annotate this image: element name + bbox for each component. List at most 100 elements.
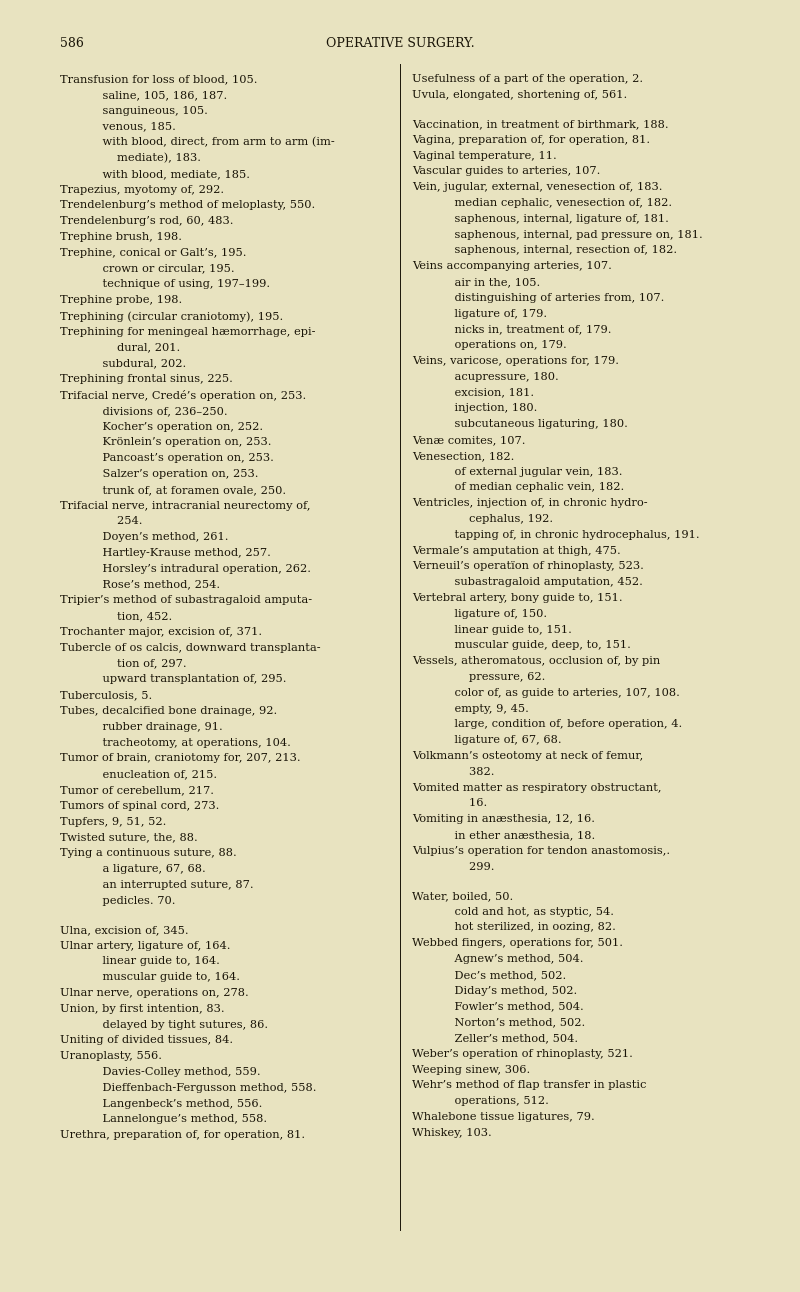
Text: Salzer’s operation on, 253.: Salzer’s operation on, 253. <box>88 469 258 479</box>
Text: pressure, 62.: pressure, 62. <box>440 672 546 682</box>
Text: operations on, 179.: operations on, 179. <box>440 340 566 350</box>
Text: Pancoast’s operation on, 253.: Pancoast’s operation on, 253. <box>88 453 274 464</box>
Text: Venæ comites, 107.: Venæ comites, 107. <box>412 435 526 444</box>
Text: Trephine, conical or Galt’s, 195.: Trephine, conical or Galt’s, 195. <box>60 248 246 258</box>
Text: Webbed fingers, operations for, 501.: Webbed fingers, operations for, 501. <box>412 938 623 948</box>
Text: Dec’s method, 502.: Dec’s method, 502. <box>440 970 566 979</box>
Text: Trapezius, myotomy of, 292.: Trapezius, myotomy of, 292. <box>60 185 224 195</box>
Text: Ulnar artery, ligature of, 164.: Ulnar artery, ligature of, 164. <box>60 941 230 951</box>
Text: Verneuil’s operatïon of rhinoplasty, 523.: Verneuil’s operatïon of rhinoplasty, 523… <box>412 562 644 571</box>
Text: Vomited matter as respiratory obstructant,: Vomited matter as respiratory obstructan… <box>412 783 662 792</box>
Text: nicks in, treatment of, 179.: nicks in, treatment of, 179. <box>440 324 611 335</box>
Text: Vessels, atheromatous, occlusion of, by pin: Vessels, atheromatous, occlusion of, by … <box>412 656 660 667</box>
Text: Tumor of cerebellum, 217.: Tumor of cerebellum, 217. <box>60 786 214 795</box>
Text: Vaginal temperature, 11.: Vaginal temperature, 11. <box>412 151 557 160</box>
Text: Whiskey, 103.: Whiskey, 103. <box>412 1128 492 1138</box>
Text: Horsley’s intradural operation, 262.: Horsley’s intradural operation, 262. <box>88 563 311 574</box>
Text: Hartley-Krause method, 257.: Hartley-Krause method, 257. <box>88 548 271 558</box>
Text: acupressure, 180.: acupressure, 180. <box>440 372 558 382</box>
Text: Weeping sinew, 306.: Weeping sinew, 306. <box>412 1065 530 1075</box>
Text: tracheotomy, at operations, 104.: tracheotomy, at operations, 104. <box>88 738 291 748</box>
Text: Agnew’s method, 504.: Agnew’s method, 504. <box>440 953 583 964</box>
Text: Trephining (circular craniotomy), 195.: Trephining (circular craniotomy), 195. <box>60 311 283 322</box>
Text: Vaccination, in treatment of birthmark, 188.: Vaccination, in treatment of birthmark, … <box>412 119 669 129</box>
Text: pedicles. 70.: pedicles. 70. <box>88 895 175 906</box>
Text: Tubercle of os calcis, downward transplanta-: Tubercle of os calcis, downward transpla… <box>60 643 321 652</box>
Text: Tuberculosis, 5.: Tuberculosis, 5. <box>60 690 152 700</box>
Text: sanguineous, 105.: sanguineous, 105. <box>88 106 208 115</box>
Text: Tumors of spinal cord, 273.: Tumors of spinal cord, 273. <box>60 801 219 811</box>
Text: Water, boiled, 50.: Water, boiled, 50. <box>412 891 514 901</box>
Text: injection, 180.: injection, 180. <box>440 403 538 413</box>
Text: Zeller’s method, 504.: Zeller’s method, 504. <box>440 1034 578 1043</box>
Text: Whalebone tissue ligatures, 79.: Whalebone tissue ligatures, 79. <box>412 1112 594 1121</box>
Text: Tumor of brain, craniotomy for, 207, 213.: Tumor of brain, craniotomy for, 207, 213… <box>60 753 301 764</box>
Text: Vulpius’s operation for tendon anastomosis,.: Vulpius’s operation for tendon anastomos… <box>412 846 670 855</box>
Text: Trendelenburg’s rod, 60, 483.: Trendelenburg’s rod, 60, 483. <box>60 216 234 226</box>
Text: Fowler’s method, 504.: Fowler’s method, 504. <box>440 1001 584 1012</box>
Text: Norton’s method, 502.: Norton’s method, 502. <box>440 1017 586 1027</box>
Text: ligature of, 179.: ligature of, 179. <box>440 309 547 319</box>
Text: upward transplantation of, 295.: upward transplantation of, 295. <box>88 674 286 685</box>
Text: Vermale’s amputation at thigh, 475.: Vermale’s amputation at thigh, 475. <box>412 545 621 556</box>
Text: distinguishing of arteries from, 107.: distinguishing of arteries from, 107. <box>440 293 664 302</box>
Text: Vagina, preparation of, for operation, 81.: Vagina, preparation of, for operation, 8… <box>412 134 650 145</box>
Text: technique of using, 197–199.: technique of using, 197–199. <box>88 279 270 289</box>
Text: venous, 185.: venous, 185. <box>88 121 176 132</box>
Text: tapping of, in chronic hydrocephalus, 191.: tapping of, in chronic hydrocephalus, 19… <box>440 530 700 540</box>
Text: subastragaloid amputation, 452.: subastragaloid amputation, 452. <box>440 578 643 588</box>
Text: large, condition of, before operation, 4.: large, condition of, before operation, 4… <box>440 720 682 730</box>
Text: enucleation of, 215.: enucleation of, 215. <box>88 769 217 779</box>
Text: 382.: 382. <box>440 767 494 776</box>
Text: mediate), 183.: mediate), 183. <box>88 152 201 163</box>
Text: Venesection, 182.: Venesection, 182. <box>412 451 514 461</box>
Text: tion of, 297.: tion of, 297. <box>88 659 186 668</box>
Text: Rose’s method, 254.: Rose’s method, 254. <box>88 580 220 589</box>
Text: rubber drainage, 91.: rubber drainage, 91. <box>88 722 222 731</box>
Text: Vascular guides to arteries, 107.: Vascular guides to arteries, 107. <box>412 167 600 177</box>
Text: median cephalic, venesection of, 182.: median cephalic, venesection of, 182. <box>440 198 672 208</box>
Text: Transfusion for loss of blood, 105.: Transfusion for loss of blood, 105. <box>60 74 258 84</box>
Text: Trephining frontal sinus, 225.: Trephining frontal sinus, 225. <box>60 375 233 384</box>
Text: Trephine probe, 198.: Trephine probe, 198. <box>60 295 182 305</box>
Text: ligature of, 67, 68.: ligature of, 67, 68. <box>440 735 562 745</box>
Text: saphenous, internal, pad pressure on, 181.: saphenous, internal, pad pressure on, 18… <box>440 230 702 239</box>
Text: Veins, varicose, operations for, 179.: Veins, varicose, operations for, 179. <box>412 357 619 366</box>
Text: 16.: 16. <box>440 798 487 809</box>
Text: Vomiting in anæsthesia, 12, 16.: Vomiting in anæsthesia, 12, 16. <box>412 814 595 824</box>
Text: Volkmann’s osteotomy at neck of femur,: Volkmann’s osteotomy at neck of femur, <box>412 751 643 761</box>
Text: Ventricles, injection of, in chronic hydro-: Ventricles, injection of, in chronic hyd… <box>412 499 648 508</box>
Text: cephalus, 192.: cephalus, 192. <box>440 514 553 525</box>
Text: Usefulness of a part of the operation, 2.: Usefulness of a part of the operation, 2… <box>412 74 643 84</box>
Text: Twisted suture, the, 88.: Twisted suture, the, 88. <box>60 832 198 842</box>
Text: Ulnar nerve, operations on, 278.: Ulnar nerve, operations on, 278. <box>60 988 249 997</box>
Text: Diday’s method, 502.: Diday’s method, 502. <box>440 986 578 996</box>
Text: Union, by first intention, 83.: Union, by first intention, 83. <box>60 1004 225 1014</box>
Text: divisions of, 236–250.: divisions of, 236–250. <box>88 406 228 416</box>
Text: 254.: 254. <box>88 517 142 526</box>
Text: Tripier’s method of subastragaloid amputa-: Tripier’s method of subastragaloid amput… <box>60 596 312 606</box>
Text: Trendelenburg’s method of meloplasty, 550.: Trendelenburg’s method of meloplasty, 55… <box>60 200 315 211</box>
Text: air in the, 105.: air in the, 105. <box>440 276 540 287</box>
Text: Davies-Colley method, 559.: Davies-Colley method, 559. <box>88 1067 261 1078</box>
Text: Kocher’s operation on, 252.: Kocher’s operation on, 252. <box>88 421 263 432</box>
Text: linear guide to, 164.: linear guide to, 164. <box>88 956 220 966</box>
Text: hot sterilized, in oozing, 82.: hot sterilized, in oozing, 82. <box>440 922 616 933</box>
Text: trunk of, at foramen ovale, 250.: trunk of, at foramen ovale, 250. <box>88 484 286 495</box>
Text: with blood, direct, from arm to arm (im-: with blood, direct, from arm to arm (im- <box>88 137 334 147</box>
Text: crown or circular, 195.: crown or circular, 195. <box>88 264 234 274</box>
Text: linear guide to, 151.: linear guide to, 151. <box>440 624 572 634</box>
Text: empty, 9, 45.: empty, 9, 45. <box>440 704 529 713</box>
Text: Krönlein’s operation on, 253.: Krönlein’s operation on, 253. <box>88 438 271 447</box>
Text: saphenous, internal, resection of, 182.: saphenous, internal, resection of, 182. <box>440 245 677 256</box>
Text: saphenous, internal, ligature of, 181.: saphenous, internal, ligature of, 181. <box>440 214 669 224</box>
Text: Langenbeck’s method, 556.: Langenbeck’s method, 556. <box>88 1098 262 1109</box>
Text: Trephining for meningeal hæmorrhage, epi-: Trephining for meningeal hæmorrhage, epi… <box>60 327 315 337</box>
Text: of median cephalic vein, 182.: of median cephalic vein, 182. <box>440 482 624 492</box>
Text: muscular guide to, 164.: muscular guide to, 164. <box>88 972 240 982</box>
Text: Vertebral artery, bony guide to, 151.: Vertebral artery, bony guide to, 151. <box>412 593 622 603</box>
Text: saline, 105, 186, 187.: saline, 105, 186, 187. <box>88 90 227 99</box>
Text: subdural, 202.: subdural, 202. <box>88 358 186 368</box>
Text: Dieffenbach-Fergusson method, 558.: Dieffenbach-Fergusson method, 558. <box>88 1083 317 1093</box>
Text: Wehr’s method of flap transfer in plastic: Wehr’s method of flap transfer in plasti… <box>412 1080 646 1090</box>
